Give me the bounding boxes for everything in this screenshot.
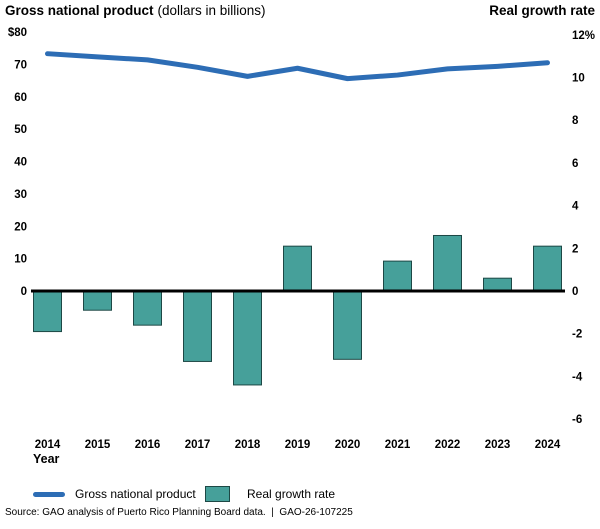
right-axis-tick-label: -2 (572, 329, 582, 341)
left-axis-tick-label: 40 (14, 157, 27, 169)
right-axis-tick-label: 10 (572, 73, 585, 85)
year-tick-label: 2024 (535, 439, 561, 451)
right-axis-tick-label: 4 (572, 201, 579, 213)
source-note: Source: GAO analysis of Puerto Rico Plan… (5, 507, 353, 518)
right-axis-tick-label: -4 (572, 371, 583, 383)
growth-bar-2019 (283, 245, 312, 292)
growth-bar-2024 (533, 245, 562, 292)
year-tick-label: 2021 (385, 439, 411, 451)
right-axis-tick-label: 8 (572, 115, 579, 127)
left-axis-title-text: Gross national product (5, 3, 154, 18)
right-axis-tick-label: -6 (572, 414, 582, 426)
year-tick-label: 2016 (135, 439, 161, 451)
growth-bar-2020 (333, 290, 362, 360)
growth-bar-2015 (83, 290, 112, 311)
growth-bar-2021 (383, 260, 412, 292)
left-axis-tick-label: 20 (14, 221, 27, 233)
year-tick-label: 2017 (185, 439, 211, 451)
left-axis-tick-label: 30 (14, 189, 27, 201)
left-axis-tick-label: $80 (8, 27, 27, 39)
year-tick-label: 2023 (485, 439, 511, 451)
growth-bar-2017 (183, 290, 212, 362)
growth-bar-2014 (33, 290, 62, 333)
left-axis-tick-label: 50 (14, 124, 27, 136)
growth-bar-2022 (433, 234, 462, 292)
growth-bar-2023 (483, 277, 512, 292)
left-axis-title-note: (dollars in billions) (157, 3, 266, 18)
x-axis-title: Year (33, 452, 60, 466)
right-axis-tick-label: 2 (572, 243, 578, 255)
right-axis-tick-label: 0 (572, 286, 578, 298)
gnp-line-swatch-icon (33, 492, 65, 497)
year-tick-label: 2015 (85, 439, 111, 451)
year-tick-label: 2020 (335, 439, 361, 451)
right-axis-tick-label: 6 (572, 158, 578, 170)
left-axis-tick-label: 0 (21, 286, 27, 298)
year-tick-label: 2019 (285, 439, 311, 451)
left-axis-tick-label: 70 (14, 59, 27, 71)
left-axis-tick-label: 10 (14, 254, 27, 266)
growth-bar-2016 (133, 290, 162, 326)
legend-label-growth: Real growth rate (247, 487, 336, 501)
chart-titles: Gross national product (dollars in billio… (0, 3, 600, 21)
left-axis-chart-title: Gross national product (dollars in billio… (5, 3, 266, 18)
legend-label-gnp: Gross national product (75, 487, 196, 501)
year-tick-label: 2022 (435, 439, 461, 451)
growth-bar-2018 (233, 290, 262, 386)
gnp-line (45, 51, 550, 82)
right-axis-chart-title: Real growth rate (489, 3, 595, 18)
right-axis-tick-label: 12% (572, 30, 595, 42)
left-axis-tick-label: 60 (14, 92, 27, 104)
legend: Gross national product Real growth rate (33, 484, 593, 504)
year-tick-label: 2014 (35, 439, 61, 451)
year-tick-label: 2018 (235, 439, 261, 451)
growth-bar-swatch-icon (205, 486, 230, 502)
